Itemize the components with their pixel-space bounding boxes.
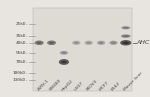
Ellipse shape (111, 42, 116, 44)
Ellipse shape (97, 41, 105, 45)
Ellipse shape (120, 40, 131, 45)
Text: 40kD-: 40kD- (15, 41, 28, 45)
Text: ZsRV-1: ZsRV-1 (36, 79, 50, 92)
Ellipse shape (123, 27, 128, 29)
Ellipse shape (49, 42, 54, 44)
Ellipse shape (123, 35, 129, 37)
Ellipse shape (121, 26, 130, 29)
Ellipse shape (61, 61, 67, 63)
Text: K562: K562 (111, 81, 121, 92)
Ellipse shape (60, 51, 68, 55)
Ellipse shape (72, 41, 80, 45)
Ellipse shape (99, 42, 103, 44)
Ellipse shape (62, 52, 66, 54)
Text: 70kD-: 70kD- (15, 60, 28, 64)
Text: 55kD-: 55kD- (15, 51, 28, 55)
Ellipse shape (37, 42, 42, 44)
Text: 25kD-: 25kD- (15, 22, 28, 26)
Ellipse shape (47, 41, 56, 45)
Text: 130kD-: 130kD- (13, 78, 28, 82)
Text: SKOV3: SKOV3 (86, 79, 99, 92)
Text: HepG2: HepG2 (61, 79, 74, 92)
Text: SW480: SW480 (49, 78, 62, 92)
Ellipse shape (85, 41, 93, 45)
Text: AHCY: AHCY (136, 40, 150, 45)
Ellipse shape (59, 59, 69, 65)
Ellipse shape (35, 41, 44, 45)
Text: Mouse liver: Mouse liver (123, 72, 144, 92)
Ellipse shape (109, 41, 118, 45)
Text: U937: U937 (74, 81, 84, 92)
Text: MCF7: MCF7 (98, 81, 110, 92)
Text: 35kD-: 35kD- (15, 34, 28, 38)
Text: 100kD-: 100kD- (13, 71, 28, 75)
Ellipse shape (123, 42, 129, 44)
Bar (33, 8, 132, 91)
Ellipse shape (86, 42, 91, 44)
Ellipse shape (74, 42, 79, 44)
Ellipse shape (121, 34, 131, 38)
